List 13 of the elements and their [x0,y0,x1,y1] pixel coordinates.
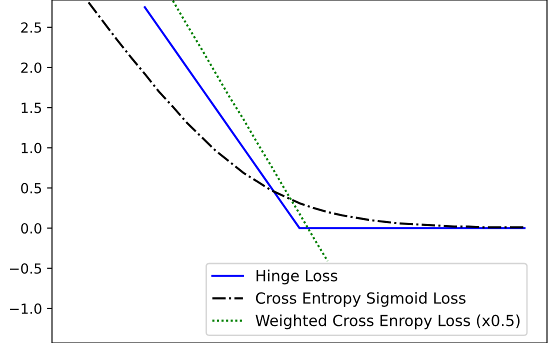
line-series [144,6,526,230]
y-tick-label: −0.5 [10,263,42,274]
legend-label: Hinge Loss [256,270,338,284]
y-tick-label: 1.5 [22,102,42,114]
y-tick-label: 2.5 [21,22,42,33]
y-tick-label: 0.5 [21,182,42,194]
legend-label: Weighted Cross Enropy Loss (x0.5) [256,314,520,330]
y-tick-label: 2.0 [21,62,42,73]
y-tick-label: 0.0 [21,223,42,234]
y-tick-label: 1.0 [22,142,42,154]
line-series [172,0,329,262]
legend-label: Cross Entropy Sigmoid Loss [256,292,466,307]
y-tick-label: −1.0 [10,303,42,314]
